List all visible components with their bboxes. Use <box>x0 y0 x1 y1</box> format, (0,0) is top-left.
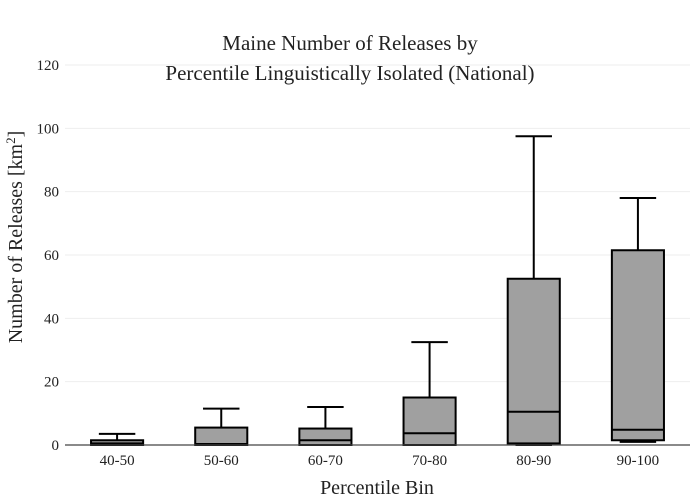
box-70-80 <box>402 341 457 446</box>
chart-title-line-2: Percentile Linguistically Isolated (Nati… <box>165 61 534 85</box>
y-tick-label: 60 <box>44 248 59 264</box>
x-tick-label: 50-60 <box>204 453 239 469</box>
chart-title-line-1: Maine Number of Releases by <box>222 31 478 55</box>
grid-layer <box>65 64 690 383</box>
y-tick-label: 100 <box>37 121 60 137</box>
y-axis-title-superscript: 2 <box>3 137 18 144</box>
y-axis-title: Number of Releases [km2] <box>3 131 28 344</box>
iqr-box <box>610 249 665 442</box>
x-tick-label: 40-50 <box>100 453 135 469</box>
x-tick-label: 80-90 <box>516 453 551 469</box>
box-80-90 <box>506 135 561 446</box>
x-tick-label: 90-100 <box>617 453 660 469</box>
box-90-100 <box>610 197 665 443</box>
x-tick-labels: 40-50 50-60 60-70 70-80 80-90 90-100 <box>100 453 660 469</box>
iqr-box <box>298 427 353 446</box>
x-tick-label: 60-70 <box>308 453 343 469</box>
y-tick-labels: 0 20 40 60 80 100 120 <box>37 58 60 454</box>
y-tick-label: 20 <box>44 375 59 391</box>
box-layer <box>90 135 665 447</box>
box-50-60 <box>194 407 249 447</box>
box-40-50 <box>90 432 145 446</box>
y-tick-label: 40 <box>44 311 59 327</box>
y-axis-title-main: Number of Releases [km <box>5 143 27 343</box>
box-60-70 <box>298 406 353 446</box>
iqr-box <box>506 277 561 445</box>
x-tick-label: 70-80 <box>412 453 447 469</box>
y-tick-label: 80 <box>44 185 59 201</box>
iqr-box <box>194 426 249 447</box>
y-axis-title-close: ] <box>5 131 27 138</box>
y-tick-label: 120 <box>37 58 60 74</box>
iqr-box <box>402 396 457 446</box>
y-tick-label: 0 <box>52 438 60 454</box>
x-axis-title: Percentile Bin <box>320 477 434 499</box>
